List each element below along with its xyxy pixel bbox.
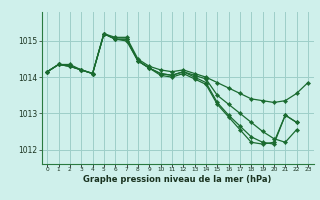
X-axis label: Graphe pression niveau de la mer (hPa): Graphe pression niveau de la mer (hPa)	[84, 175, 272, 184]
